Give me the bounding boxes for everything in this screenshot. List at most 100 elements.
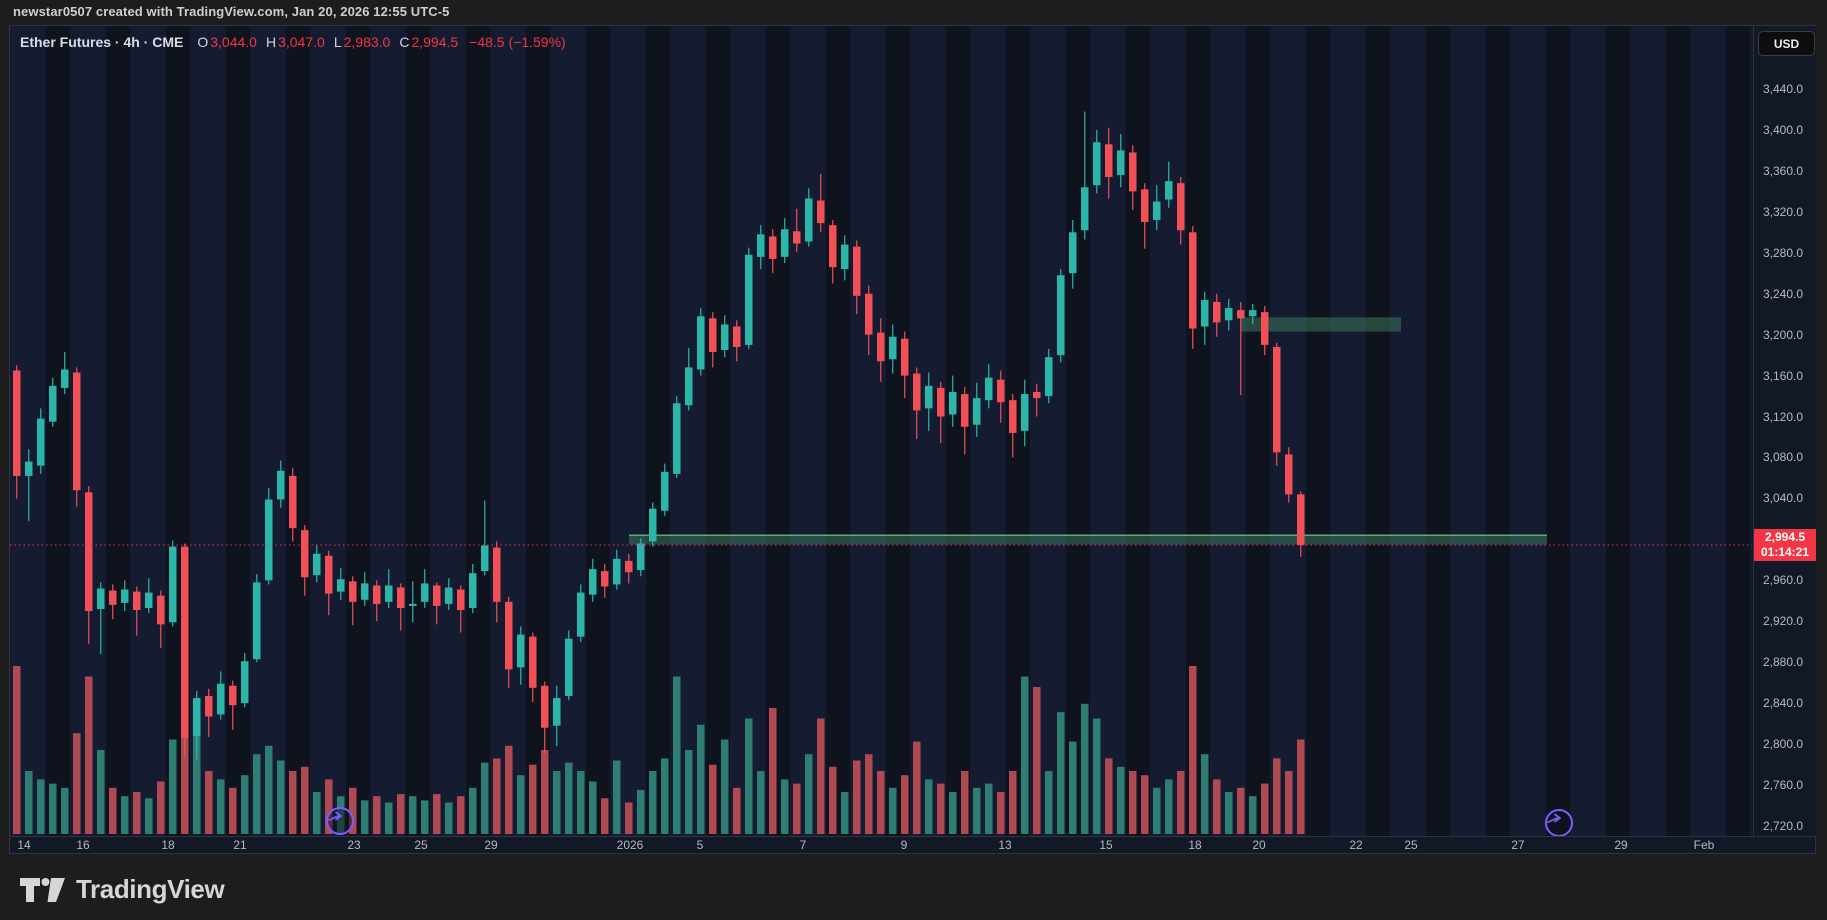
candle-body [685, 367, 693, 406]
volume-bar [1213, 779, 1221, 834]
volume-bar [829, 766, 837, 834]
volume-bar [709, 764, 717, 834]
candle-body [913, 373, 921, 411]
demand-zone[interactable] [629, 535, 1547, 545]
candle-body [133, 591, 141, 611]
time-tick-label: 27 [1511, 838, 1525, 852]
volume-bar [1261, 783, 1269, 834]
candle-body [1249, 310, 1257, 317]
price-tick-label: 3,280.0 [1763, 245, 1804, 260]
candle-body [541, 685, 549, 728]
candle-body [841, 244, 849, 270]
change-value: −48.5 (−1.59%) [469, 34, 566, 50]
price-tick-label: 3,320.0 [1763, 204, 1804, 219]
time-tick-label: 20 [1252, 838, 1266, 852]
candle-body [37, 418, 45, 466]
volume-bar [25, 771, 33, 834]
currency-toggle-button[interactable]: USD [1758, 31, 1815, 56]
volume-bar [61, 787, 69, 834]
candle-body [793, 231, 801, 244]
candle-body [1021, 394, 1029, 431]
candle-body [877, 332, 885, 362]
volume-bar [493, 758, 501, 834]
candle-body [97, 588, 105, 609]
price-tick-label: 3,240.0 [1763, 286, 1804, 301]
volume-bar [385, 802, 393, 834]
bar-countdown: 01:14:21 [1760, 545, 1810, 560]
volume-bar [1045, 771, 1053, 834]
volume-bar [169, 739, 177, 834]
candle-body [1105, 144, 1113, 178]
candle-body [409, 603, 417, 606]
volume-bar [817, 718, 825, 834]
candle-body [673, 403, 681, 474]
candle-body [85, 492, 93, 612]
candle-body [1237, 310, 1245, 319]
candle-body [817, 200, 825, 224]
volume-bar [901, 775, 909, 834]
time-tick-label: 2026 [616, 838, 644, 852]
price-tick-label: 3,440.0 [1763, 82, 1804, 96]
volume-bar [397, 794, 405, 834]
jump-forward-icon[interactable] [326, 807, 354, 835]
volume-bar [949, 792, 957, 834]
candle-body [925, 385, 933, 409]
price-tick-label: 3,400.0 [1763, 122, 1804, 137]
time-tick-label: 7 [799, 838, 807, 852]
time-tick-label: 25 [414, 838, 428, 852]
candle-body [745, 254, 753, 345]
volume-bar [1153, 787, 1161, 834]
symbol-title[interactable]: Ether Futures · 4h · CME [20, 34, 184, 50]
candle-body [145, 592, 153, 608]
price-tick-label: 3,040.0 [1763, 491, 1804, 506]
volume-bar [661, 758, 669, 834]
volume-bar [1189, 666, 1197, 834]
candle-body [589, 569, 597, 595]
candle-body [565, 638, 573, 697]
price-tick-label: 3,080.0 [1763, 450, 1804, 465]
candle-body [997, 379, 1005, 403]
price-tick-label: 2,800.0 [1763, 737, 1804, 752]
candle-body [421, 583, 429, 602]
volume-bar [1225, 792, 1233, 834]
volume-bar [1033, 687, 1041, 834]
volume-bar [589, 781, 597, 834]
candle-body [1285, 454, 1293, 495]
time-tick-label: 18 [161, 838, 175, 852]
time-tick-label: 15 [1099, 838, 1113, 852]
candle-body [721, 324, 729, 351]
low-label: L [333, 34, 342, 50]
volume-bar [745, 718, 753, 834]
candle-body [1033, 391, 1041, 399]
chart-legend[interactable]: Ether Futures · 4h · CME O 3,044.0 H 3,047.0… [20, 34, 566, 50]
volume-bar [733, 787, 741, 834]
candle-body [49, 385, 57, 422]
candle-body [733, 326, 741, 347]
volume-bar [529, 764, 537, 834]
candle-body [181, 546, 189, 738]
candle-body [577, 592, 585, 637]
volume-bar [133, 792, 141, 834]
time-axis[interactable]: 14 16 18 21 23 25 29 2026 5 7 9 13 15 18 20 22 25 27 29 Feb [10, 836, 1815, 853]
volume-bar [97, 750, 105, 834]
candle-body [481, 545, 489, 572]
volume-bar [973, 787, 981, 834]
candle-body [253, 582, 261, 660]
price-axis[interactable]: 3,440.0 3,400.0 3,360.0 3,320.0 3,280.0 3,240… [1753, 26, 1816, 836]
candle-body [505, 601, 513, 670]
volume-bar [937, 783, 945, 834]
tradingview-brand[interactable]: TradingView [20, 874, 225, 905]
jump-forward-icon[interactable] [1545, 809, 1573, 836]
chart-canvas[interactable]: Ether Futures · 4h · CME O 3,044.0 H 3,047.0… [10, 26, 1752, 836]
time-tick-label: 22 [1349, 838, 1363, 852]
candle-body [553, 698, 561, 726]
volume-bar [157, 781, 165, 834]
candle-body [337, 579, 345, 592]
volume-bar [1129, 771, 1137, 834]
attribution-bar: newstar0507 created with TradingView.com… [13, 4, 450, 19]
supply-zone[interactable] [1241, 317, 1401, 332]
candle-body [1093, 142, 1101, 186]
high-value: 3,047.0 [278, 34, 325, 50]
volume-bar [277, 760, 285, 834]
volume-bar [145, 798, 153, 834]
